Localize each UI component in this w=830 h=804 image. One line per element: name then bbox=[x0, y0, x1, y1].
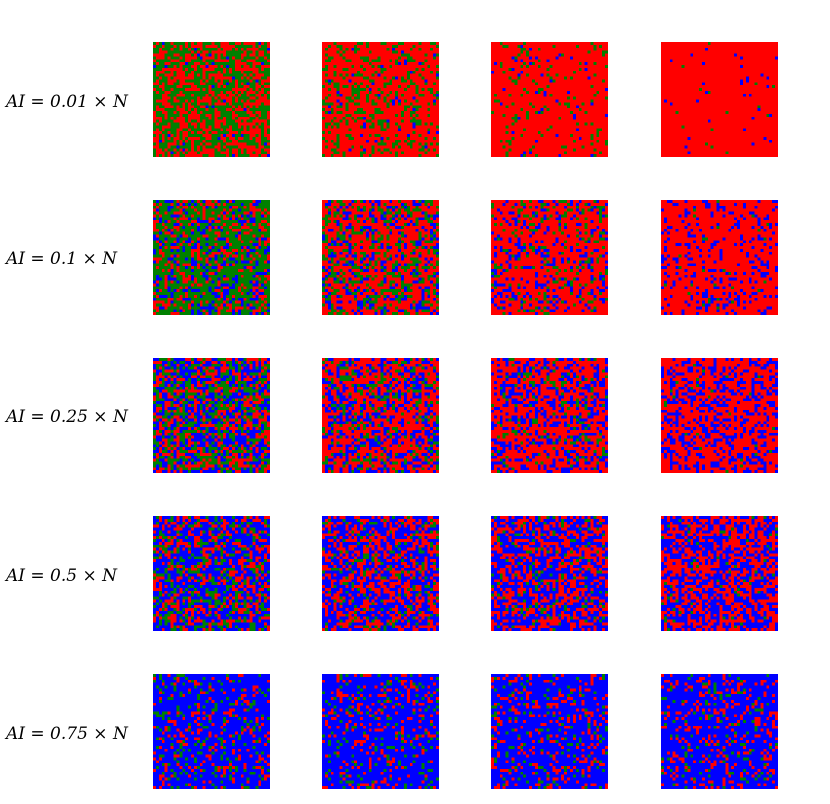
heatmap-panel-r0-c1 bbox=[322, 42, 439, 157]
heatmap-cells bbox=[661, 516, 778, 631]
heatmap-cells bbox=[153, 516, 270, 631]
heatmap-panel-r2-c1 bbox=[322, 358, 439, 473]
heatmap-cells bbox=[661, 358, 778, 473]
heatmap-cells bbox=[661, 200, 778, 315]
heatmap-cells bbox=[322, 358, 439, 473]
heatmap-panel-r4-c0 bbox=[153, 674, 270, 789]
heatmap-panel-r3-c3 bbox=[661, 516, 778, 631]
heatmap-cells bbox=[491, 358, 608, 473]
heatmap-panel-r3-c2 bbox=[491, 516, 608, 631]
heatmap-cells bbox=[153, 358, 270, 473]
row-label-1: AI = 0.1 × N bbox=[6, 249, 118, 269]
heatmap-cells bbox=[322, 200, 439, 315]
heatmap-cells bbox=[153, 42, 270, 157]
row-label-3: AI = 0.5 × N bbox=[6, 566, 118, 586]
heatmap-cells bbox=[491, 42, 608, 157]
heatmap-cells bbox=[322, 42, 439, 157]
heatmap-panel-r0-c0 bbox=[153, 42, 270, 157]
heatmap-cells bbox=[661, 674, 778, 789]
heatmap-cells bbox=[661, 42, 778, 157]
heatmap-cells bbox=[153, 200, 270, 315]
heatmap-panel-r1-c3 bbox=[661, 200, 778, 315]
heatmap-panel-r4-c3 bbox=[661, 674, 778, 789]
heatmap-cells bbox=[491, 674, 608, 789]
heatmap-panel-r0-c3 bbox=[661, 42, 778, 157]
heatmap-panel-r0-c2 bbox=[491, 42, 608, 157]
heatmap-cells bbox=[322, 516, 439, 631]
heatmap-cells bbox=[322, 674, 439, 789]
heatmap-cells bbox=[491, 200, 608, 315]
row-label-2: AI = 0.25 × N bbox=[6, 407, 128, 427]
heatmap-panel-r2-c3 bbox=[661, 358, 778, 473]
heatmap-panel-r3-c1 bbox=[322, 516, 439, 631]
heatmap-panel-r2-c2 bbox=[491, 358, 608, 473]
row-label-0: AI = 0.01 × N bbox=[6, 92, 128, 112]
heatmap-cells bbox=[153, 674, 270, 789]
heatmap-panel-r4-c1 bbox=[322, 674, 439, 789]
row-label-4: AI = 0.75 × N bbox=[6, 724, 128, 744]
heatmap-panel-r3-c0 bbox=[153, 516, 270, 631]
heatmap-panel-r2-c0 bbox=[153, 358, 270, 473]
heatmap-cells bbox=[491, 516, 608, 631]
heatmap-panel-r4-c2 bbox=[491, 674, 608, 789]
heatmap-panel-r1-c1 bbox=[322, 200, 439, 315]
heatmap-panel-r1-c0 bbox=[153, 200, 270, 315]
heatmap-panel-r1-c2 bbox=[491, 200, 608, 315]
